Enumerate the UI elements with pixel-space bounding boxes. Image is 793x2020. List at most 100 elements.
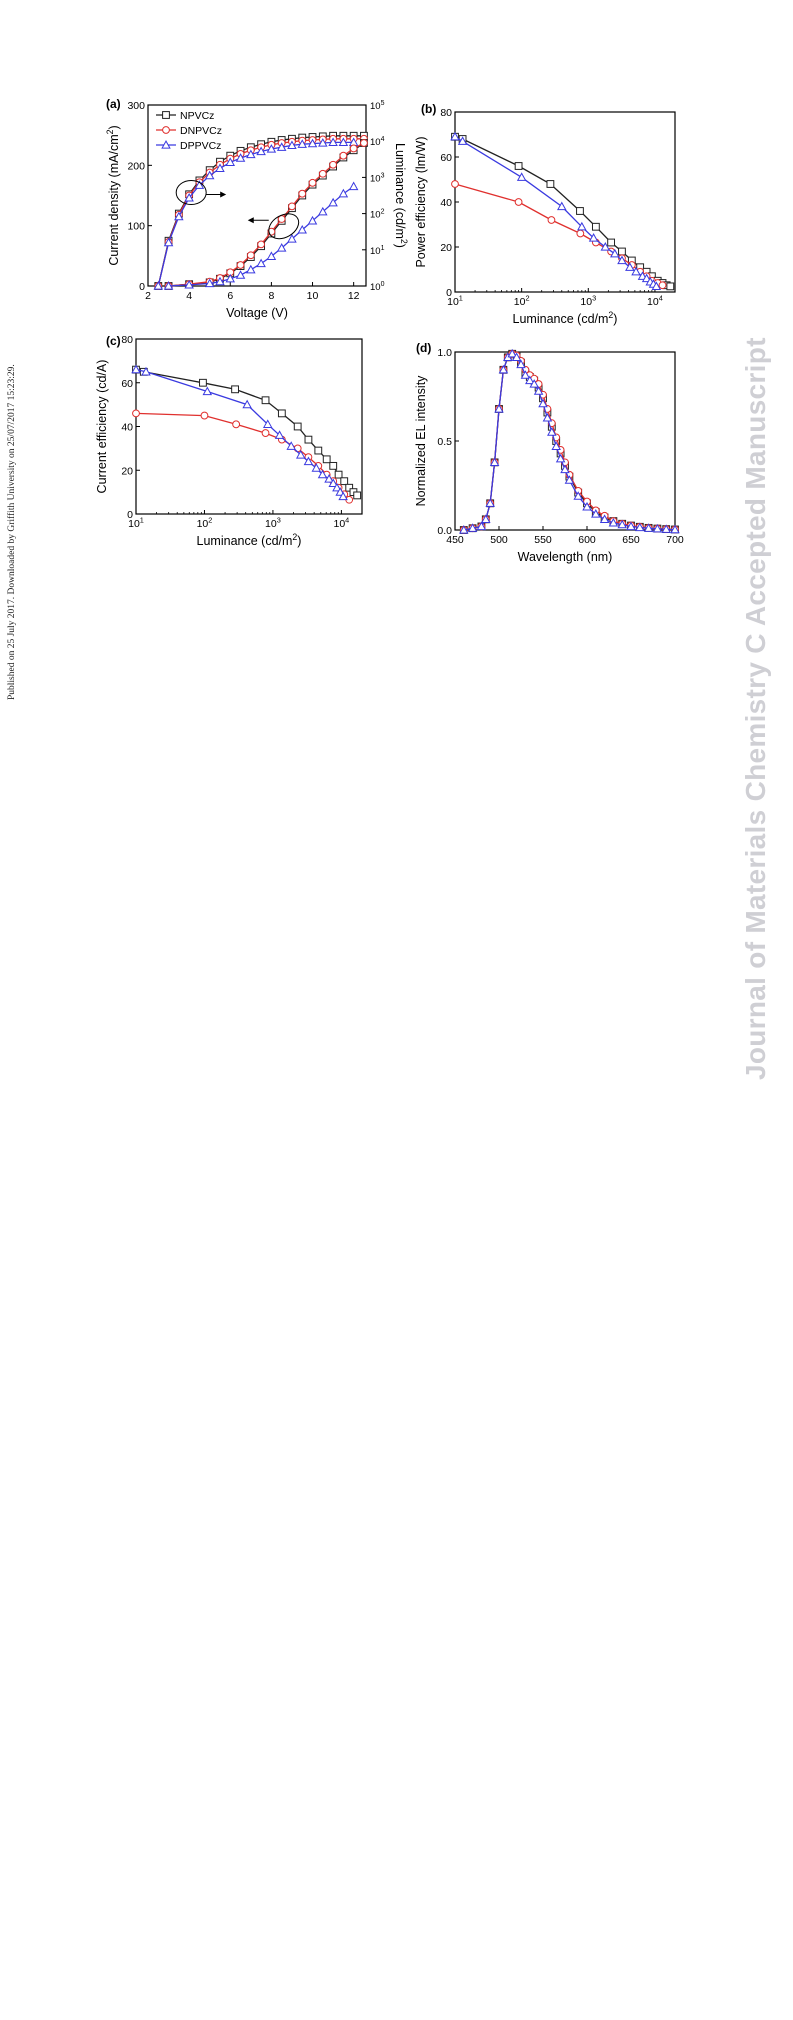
data-point-series-dppvcz <box>625 262 635 271</box>
data-point-luminance-dppvcz <box>266 251 277 260</box>
x-axis-label: Voltage (V) <box>226 306 288 320</box>
data-point-series-dppvcz <box>494 404 504 413</box>
data-point-luminance-dppvcz <box>235 270 246 279</box>
data-point-series-dppvcz <box>588 233 599 242</box>
data-point-series-dppvcz <box>600 242 611 251</box>
data-point-luminance-dppvcz <box>163 281 174 290</box>
data-point-series-dppvcz <box>555 453 566 463</box>
data-point-series-dppvcz <box>507 348 517 358</box>
data-point-luminance-dnpvcz <box>318 169 327 178</box>
data-point-series-dppvcz <box>498 364 509 374</box>
data-point-series-dppvcz <box>533 386 544 395</box>
data-point-luminance-dppvcz <box>246 264 256 274</box>
x-tick-label: 600 <box>578 534 596 546</box>
data-point-series-npvcz <box>345 483 354 492</box>
data-point-luminance-dppvcz <box>215 276 225 286</box>
y-tick-label: 0 <box>127 509 133 521</box>
data-point-series-npvcz <box>304 435 313 444</box>
data-point-series-npvcz <box>322 455 331 464</box>
data-point-series-npvcz <box>576 207 584 215</box>
x-tick-label: 6 <box>227 290 233 302</box>
data-point-luminance-dppvcz <box>287 234 297 243</box>
data-point-current-density-dppvcz <box>338 137 349 147</box>
data-point-series-npvcz <box>666 282 675 291</box>
data-point-series-dppvcz <box>547 427 557 436</box>
data-point-series-dppvcz <box>652 523 663 533</box>
y-tick-label: 40 <box>121 422 133 434</box>
y-tick-label: 0.5 <box>437 436 452 448</box>
data-point-current-density-dppvcz <box>194 180 205 189</box>
x-tick-label: 450 <box>446 534 464 546</box>
data-point-series-dppvcz <box>641 273 652 283</box>
data-point-luminance-dnpvcz <box>329 160 337 169</box>
x-tick-label: 104 <box>647 293 663 308</box>
chart-panel-0: (a) 2 4 6 8 10 12 0 100 200 300 Voltage (V) Current … <box>105 97 409 320</box>
y-tick-label: 300 <box>127 100 145 112</box>
y-tick-label: 1.0 <box>437 347 452 359</box>
data-point-series-dppvcz <box>324 474 334 483</box>
data-point-series-dppvcz <box>489 457 500 466</box>
y-tick-label: 0.0 <box>437 525 452 537</box>
data-point-luminance-dnpvcz <box>288 202 296 211</box>
data-point-current-density-dppvcz <box>235 153 246 162</box>
data-point-series-dppvcz <box>617 519 627 529</box>
data-point-current-density-dppvcz <box>225 157 236 166</box>
data-point-series-dnpvcz <box>547 216 556 224</box>
annotation-ellipse <box>268 213 300 240</box>
x-tick-label: 700 <box>666 534 684 546</box>
data-point-series-dnpvcz <box>132 409 140 418</box>
data-point-series-dnpvcz <box>514 198 523 206</box>
legend-label: NPVCz <box>180 110 214 122</box>
series-line-series-dnpvcz <box>463 353 676 531</box>
data-point-series-dppvcz <box>511 352 522 361</box>
data-point-series-dppvcz <box>141 366 151 376</box>
x-tick-label: 101 <box>447 293 463 308</box>
data-point-series-dppvcz <box>557 201 567 211</box>
chart-panel-2: (c) 101 102 103 104 0 20 40 60 80 Luminance (cd/m2… <box>95 334 363 548</box>
data-point-series-dppvcz <box>631 266 641 276</box>
legend-label: DPPVCz <box>180 140 221 152</box>
data-point-series-dppvcz <box>242 399 252 409</box>
data-point-series-dppvcz <box>525 375 535 385</box>
data-point-series-dppvcz <box>303 456 314 466</box>
y-tick-label: 40 <box>440 197 452 209</box>
data-point-series-npvcz <box>340 477 349 486</box>
y-tick-label: 200 <box>127 160 145 172</box>
panel-letter: (c) <box>106 334 121 348</box>
data-point-series-dppvcz <box>542 412 553 422</box>
x-tick-label: 102 <box>197 515 213 530</box>
panel-letter: (a) <box>106 97 121 111</box>
data-point-series-dppvcz <box>476 521 487 531</box>
legend-marker <box>161 140 171 149</box>
y-tick-label: 80 <box>121 334 133 346</box>
data-point-luminance-dppvcz <box>307 215 318 225</box>
series-line-series-dnpvcz <box>135 412 350 501</box>
x-tick-label: 4 <box>186 290 192 302</box>
data-point-series-dppvcz <box>262 419 273 428</box>
data-point-luminance-dnpvcz <box>257 240 266 249</box>
data-point-series-dppvcz <box>131 364 141 374</box>
chart-legend: NPVCz DNPVCz DPPVCz <box>156 110 222 152</box>
x-tick-label: 550 <box>534 534 552 546</box>
plot-frame <box>147 104 367 287</box>
data-point-luminance-dppvcz <box>328 197 338 207</box>
panel-letter: (d) <box>416 341 431 355</box>
data-point-luminance-dnpvcz <box>308 178 317 187</box>
data-point-series-dppvcz <box>651 281 662 291</box>
y-tick-label: 20 <box>440 242 452 254</box>
data-point-series-npvcz <box>199 378 207 387</box>
data-point-series-npvcz <box>618 247 626 256</box>
data-point-luminance-dnpvcz <box>298 189 307 198</box>
y-axis-label: Current density (mA/cm2) <box>105 125 121 265</box>
data-point-luminance-dnpvcz <box>246 251 255 260</box>
data-point-series-npvcz <box>261 396 270 405</box>
data-point-current-density-dppvcz <box>215 163 225 172</box>
data-point-series-dppvcz <box>529 379 539 388</box>
legend-marker <box>162 111 170 119</box>
data-point-luminance-dppvcz <box>204 278 215 288</box>
data-point-series-dppvcz <box>274 430 285 439</box>
y-axis-label: Normalized EL intensity <box>414 375 428 507</box>
plot-frame <box>135 338 363 515</box>
data-point-series-dppvcz <box>467 523 478 532</box>
